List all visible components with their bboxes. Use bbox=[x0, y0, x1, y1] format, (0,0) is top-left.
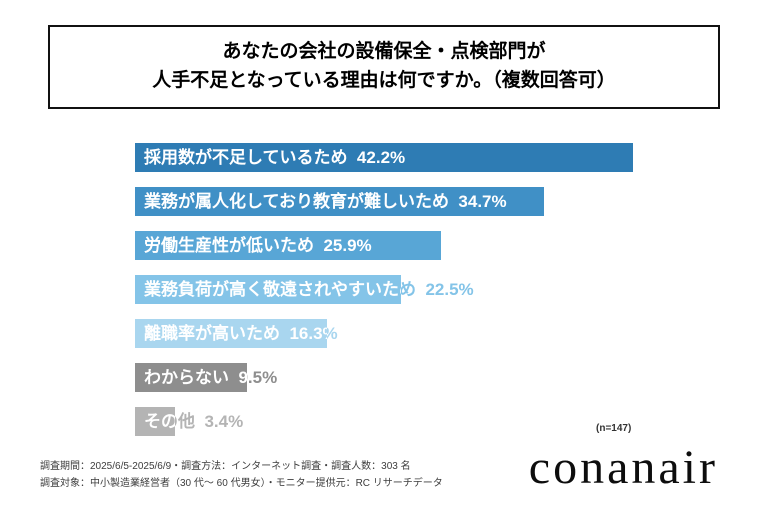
bar-label-overflow: 労働生産性が低いため 25.9% bbox=[144, 236, 372, 255]
bar-label-clip: その他 3.4% bbox=[135, 407, 175, 436]
bar-label: 採用数が不足しているため 42.2% bbox=[144, 148, 406, 167]
bar-label-clip: わからない 9.5% bbox=[135, 363, 247, 392]
bar bbox=[135, 275, 401, 304]
bar-label-clip: 労働生産性が低いため 25.9% bbox=[135, 231, 441, 260]
bar-label-overflow: 業務が属人化しており教育が難しいため 34.7% bbox=[144, 192, 507, 211]
chart-title-box: あなたの会社の設備保全・点検部門が 人手不足となっている理由は何ですか。（複数回… bbox=[48, 25, 720, 109]
bar-row: 業務負荷が高く敬遠されやすいため 22.5%業務負荷が高く敬遠されやすいため 2… bbox=[135, 275, 745, 304]
bar-label-clip: 業務負荷が高く敬遠されやすいため 22.5% bbox=[135, 275, 401, 304]
bar-row: わからない 9.5%わからない 9.5% bbox=[135, 363, 745, 392]
chart-title-line1: あなたの会社の設備保全・点検部門が bbox=[222, 41, 546, 62]
bar-label-overflow: 離職率が高いため 16.3% bbox=[144, 324, 338, 343]
bar bbox=[135, 143, 633, 172]
bar bbox=[135, 187, 544, 216]
bar-label: わからない 9.5% bbox=[144, 368, 247, 387]
bar-row: 労働生産性が低いため 25.9% 労働生産性が低いため 25.9% bbox=[135, 231, 745, 260]
bar-label-clip: 採用数が不足しているため 42.2% bbox=[135, 143, 633, 172]
bar bbox=[135, 319, 327, 348]
survey-note-line1: 調査期間：2025/6/5-2025/6/9・調査方法：インターネット調査・調査… bbox=[40, 461, 411, 472]
survey-note-line2: 調査対象：中小製造業経営者（30 代～ 60 代男女）・モニター提供元：RC リ… bbox=[40, 477, 443, 489]
bar-label-overflow: わからない 9.5% bbox=[144, 368, 278, 387]
bar-label: 業務が属人化しており教育が難しいため 34.7% bbox=[144, 192, 507, 211]
bar-row: その他 3.4%その他 3.4% bbox=[135, 407, 745, 436]
bar-label-overflow: その他 3.4% bbox=[144, 412, 244, 431]
bar-label-overflow: 業務負荷が高く敬遠されやすいため 22.5% bbox=[144, 280, 474, 299]
bar-chart: 採用数が不足しているため 42.2% 採用数が不足しているため 42.2% 業務が属… bbox=[135, 143, 745, 451]
bar-label-overflow: 採用数が不足しているため 42.2% bbox=[144, 148, 406, 167]
bar-label: 労働生産性が低いため 25.9% bbox=[144, 236, 372, 255]
bar bbox=[135, 363, 247, 392]
sample-size-note: (n=147) bbox=[596, 423, 632, 434]
chart-title-line2: 人手不足となっている理由は何ですか。（複数回答可） bbox=[152, 70, 616, 92]
bar bbox=[135, 407, 175, 436]
bar-label-clip: 離職率が高いため 16.3% bbox=[135, 319, 327, 348]
bar-row: 業務が属人化しており教育が難しいため 34.7% 業務が属人化しており教育が難しい… bbox=[135, 187, 745, 216]
survey-notes: 調査期間：2025/6/5-2025/6/9・調査方法：インターネット調査・調査… bbox=[40, 459, 443, 492]
bar-row: 採用数が不足しているため 42.2% 採用数が不足しているため 42.2% bbox=[135, 143, 745, 172]
bar-label: その他 3.4% bbox=[144, 412, 175, 431]
bar-row: 離職率が高いため 16.3% 離職率が高いため 16.3% bbox=[135, 319, 745, 348]
bar-label-clip: 業務が属人化しており教育が難しいため 34.7% bbox=[135, 187, 544, 216]
bar-label: 離職率が高いため 16.3% bbox=[144, 324, 327, 343]
conanair-logo: conanair bbox=[528, 441, 718, 494]
bar bbox=[135, 231, 441, 260]
bar-label: 業務負荷が高く敬遠されやすいため 22.5% bbox=[144, 280, 401, 299]
